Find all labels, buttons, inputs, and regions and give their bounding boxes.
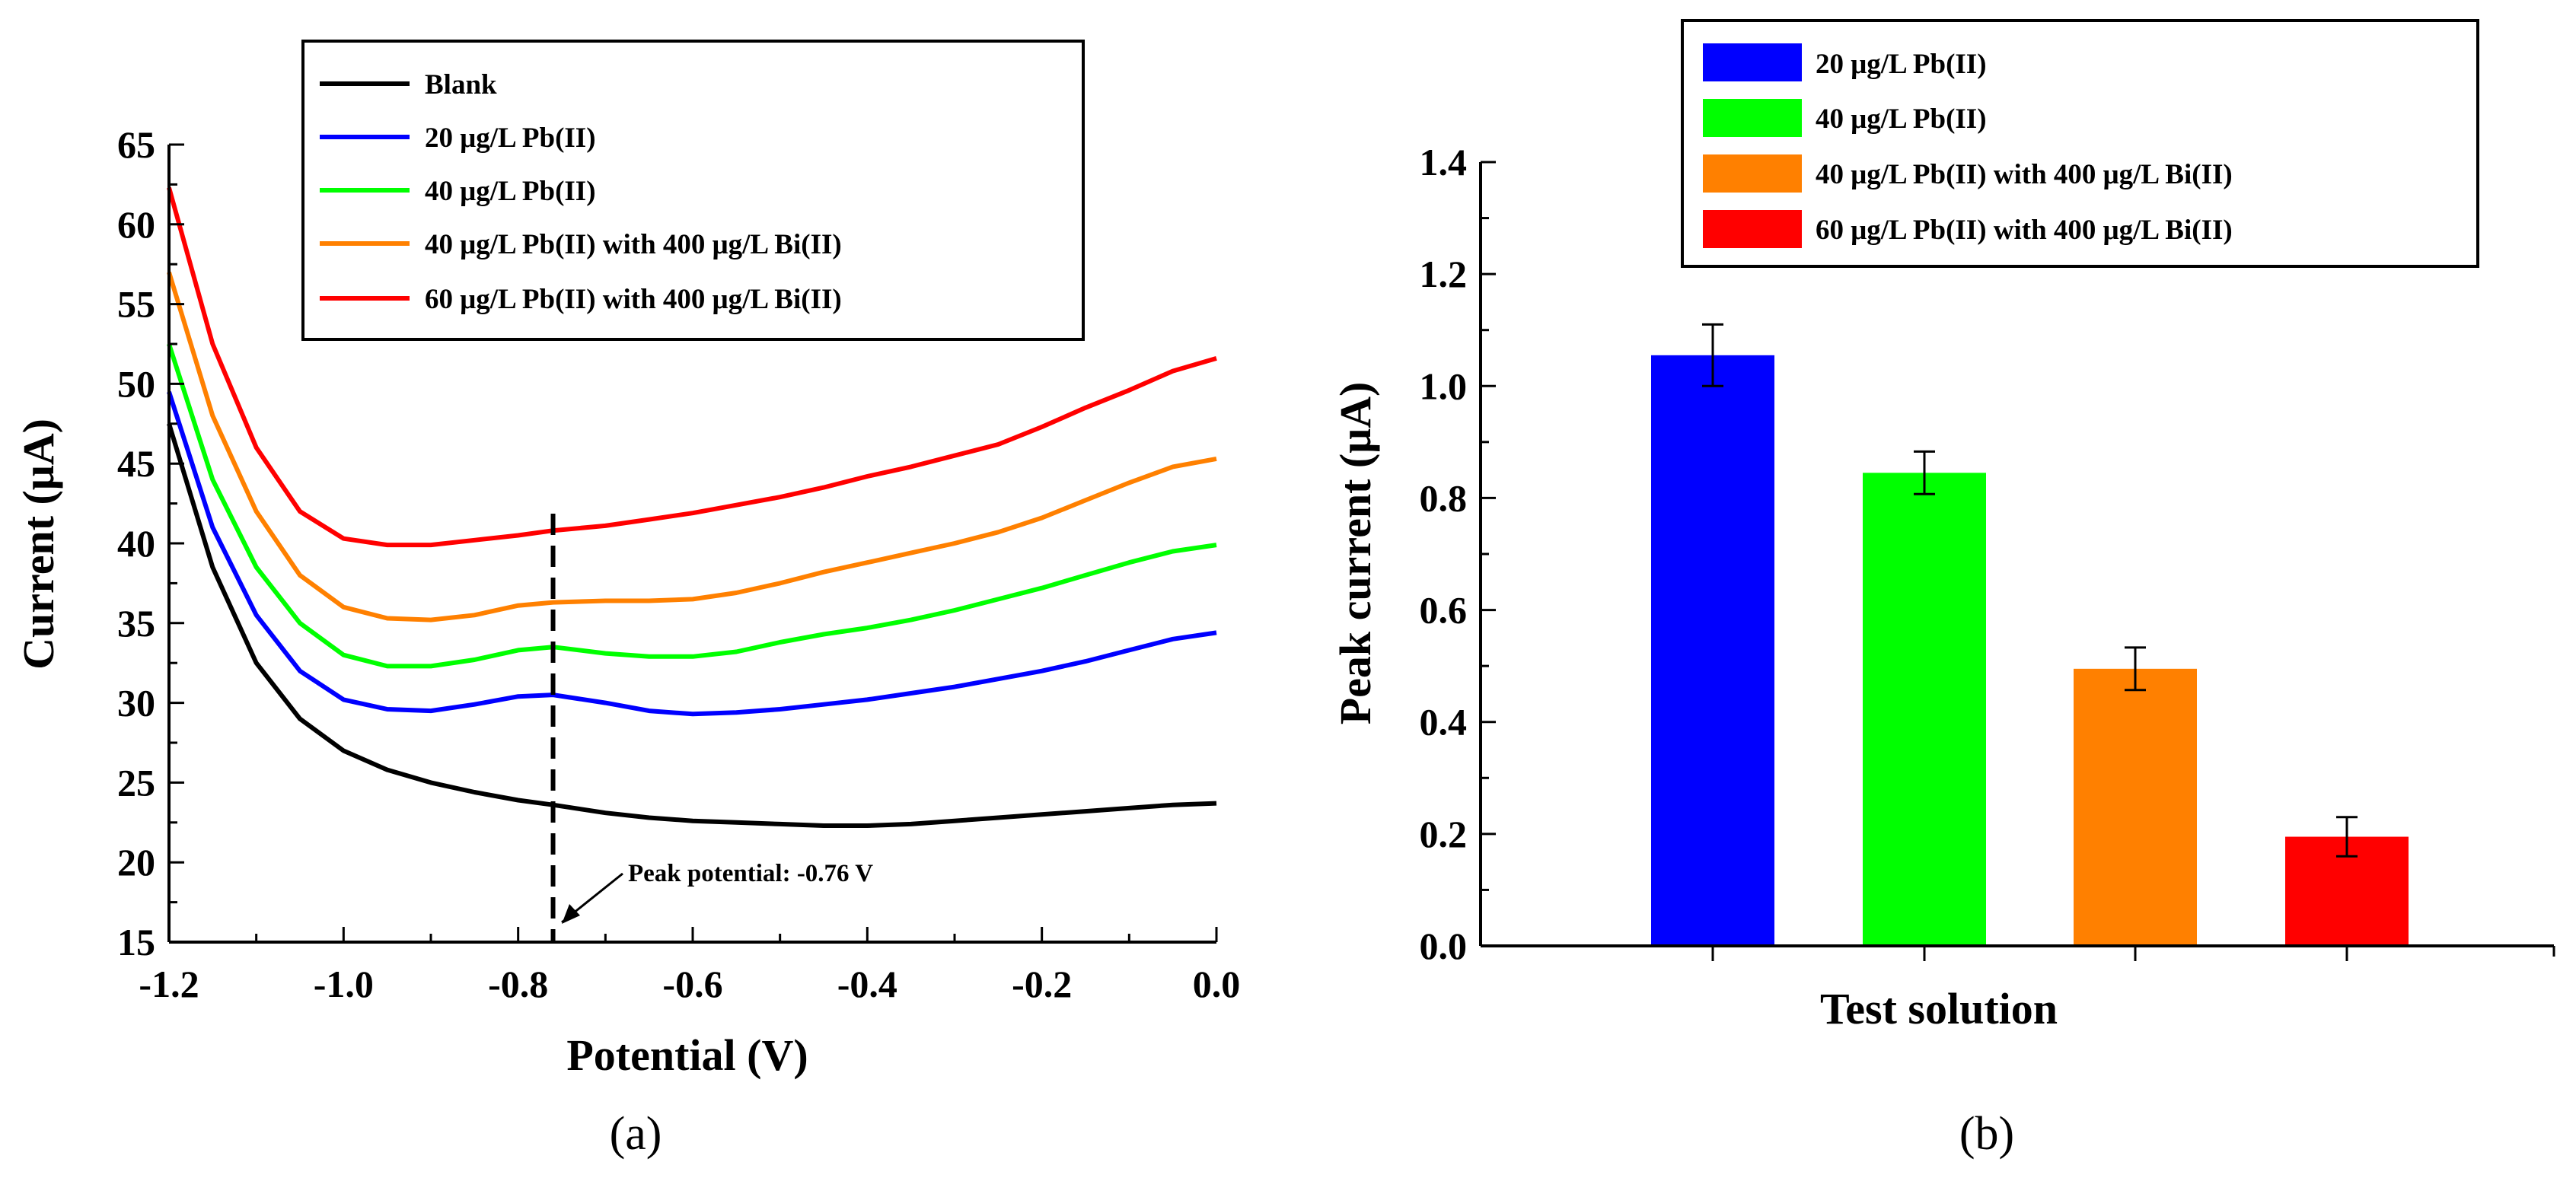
chart-a-series-line-0 bbox=[167, 422, 1217, 828]
chart-a-y-tick-label: 40 bbox=[117, 522, 155, 565]
chart-b-bar bbox=[1651, 355, 1774, 947]
chart-a-axes bbox=[167, 143, 1218, 944]
chart-b-legend-label: 40 μg/L Pb(II) with 400 μg/L Bi(II) bbox=[1816, 159, 2233, 190]
chart-b: 0.0 0.2 0.4 0.6 0.8 1.0 1.2 1.4 Test solution P… bbox=[1331, 19, 2555, 1160]
chart-a-x-tick-label: 0.0 bbox=[1193, 963, 1241, 1005]
chart-b-legend-label: 60 μg/L Pb(II) with 400 μg/L Bi(II) bbox=[1816, 215, 2233, 246]
chart-b-y-tick-label: 1.2 bbox=[1420, 253, 1468, 295]
chart-a-y-axis-title: Current (μA) bbox=[14, 419, 63, 670]
chart-a-legend-item: 40 μg/L Pb(II) bbox=[320, 176, 596, 207]
chart-b-y-tick-label: 1.0 bbox=[1420, 365, 1468, 407]
chart-a-y-tick-label: 20 bbox=[117, 841, 155, 883]
chart-a-legend-label: Blank bbox=[425, 69, 497, 100]
chart-a-legend-item: Blank bbox=[320, 69, 497, 100]
chart-a-legend-label: 40 μg/L Pb(II) bbox=[425, 176, 596, 207]
chart-a-series-line-4 bbox=[167, 186, 1217, 548]
chart-b-y-tick-label: 0.2 bbox=[1420, 813, 1468, 855]
chart-b-legend: 20 μg/L Pb(II) 40 μg/L Pb(II) 40 μg/L Pb… bbox=[1681, 19, 2479, 268]
chart-b-legend-item: 40 μg/L Pb(II) with 400 μg/L Bi(II) bbox=[1703, 154, 2233, 193]
chart-a-panel-label: (a) bbox=[610, 1108, 662, 1160]
chart-a: -1.2 -1.0 -0.8 -0.6 -0.4 -0.2 0.0 15 20 25 30 35 40… bbox=[14, 40, 1240, 1160]
chart-a-x-tick-label: -0.2 bbox=[1012, 963, 1072, 1005]
chart-a-legend-item: 60 μg/L Pb(II) with 400 μg/L Bi(II) bbox=[320, 284, 842, 315]
chart-a-x-tick-label: -1.0 bbox=[314, 963, 374, 1005]
chart-b-bars-group bbox=[1651, 323, 2409, 947]
chart-a-legend-item: 40 μg/L Pb(II) with 400 μg/L Bi(II) bbox=[320, 229, 842, 260]
chart-a-legend-item: 20 μg/L Pb(II) bbox=[320, 123, 596, 154]
chart-a-y-tick-label: 60 bbox=[117, 203, 155, 246]
chart-b-panel-label: (b) bbox=[1959, 1108, 2014, 1160]
chart-a-y-tick-label: 45 bbox=[117, 442, 155, 485]
chart-b-legend-item: 60 μg/L Pb(II) with 400 μg/L Bi(II) bbox=[1703, 210, 2233, 248]
chart-a-legend-label: 20 μg/L Pb(II) bbox=[425, 123, 596, 154]
chart-b-bar bbox=[1863, 473, 1986, 946]
chart-a-y-tick-label: 65 bbox=[117, 123, 155, 166]
chart-a-series-line-2 bbox=[167, 343, 1217, 669]
chart-b-legend-item: 20 μg/L Pb(II) bbox=[1703, 43, 1987, 81]
chart-b-x-axis-title: Test solution bbox=[1820, 984, 2058, 1033]
chart-a-x-axis-title: Potential (V) bbox=[566, 1030, 808, 1080]
chart-a-series-line-1 bbox=[167, 390, 1217, 717]
chart-a-x-tick-label: -1.2 bbox=[139, 963, 199, 1005]
chart-a-y-tick-label: 30 bbox=[117, 682, 155, 724]
chart-a-legend-label: 40 μg/L Pb(II) with 400 μg/L Bi(II) bbox=[425, 229, 842, 260]
chart-b-y-tick-label: 1.4 bbox=[1420, 141, 1468, 183]
chart-a-x-tick-labels: -1.2 -1.0 -0.8 -0.6 -0.4 -0.2 0.0 bbox=[139, 963, 1240, 1005]
chart-b-legend-label: 40 μg/L Pb(II) bbox=[1816, 103, 1987, 135]
chart-a-legend: Blank 20 μg/L Pb(II) 40 μg/L Pb(II) 40 μ… bbox=[301, 40, 1085, 341]
chart-a-legend-box bbox=[301, 40, 1085, 341]
chart-b-y-tick-labels: 0.0 0.2 0.4 0.6 0.8 1.0 1.2 1.4 bbox=[1420, 141, 1468, 967]
chart-b-axes bbox=[1479, 161, 2555, 961]
chart-a-peak-annotation: Peak potential: -0.76 V bbox=[561, 860, 873, 924]
chart-b-y-axis-title: Peak current (μA) bbox=[1331, 382, 1380, 725]
chart-b-legend-label: 20 μg/L Pb(II) bbox=[1816, 49, 1987, 80]
chart-a-legend-label: 60 μg/L Pb(II) with 400 μg/L Bi(II) bbox=[425, 284, 842, 315]
chart-a-y-tick-label: 15 bbox=[117, 921, 155, 963]
chart-a-y-tick-label: 50 bbox=[117, 362, 155, 405]
chart-a-x-tick-label: -0.6 bbox=[662, 963, 722, 1005]
chart-a-annotation-text: Peak potential: -0.76 V bbox=[628, 860, 873, 887]
chart-b-legend-box bbox=[1681, 19, 2479, 268]
chart-a-annotation-arrow-head bbox=[562, 904, 580, 924]
chart-b-y-tick-label: 0.0 bbox=[1420, 925, 1468, 967]
chart-a-y-tick-label: 25 bbox=[117, 761, 155, 804]
chart-b-legend-item: 40 μg/L Pb(II) bbox=[1703, 99, 1987, 137]
chart-a-x-tick-label: -0.8 bbox=[488, 963, 548, 1005]
chart-b-y-tick-label: 0.8 bbox=[1420, 476, 1468, 519]
chart-b-legend-swatch bbox=[1703, 99, 1802, 137]
chart-b-bar bbox=[2074, 668, 2197, 946]
chart-b-y-tick-label: 0.4 bbox=[1420, 701, 1468, 743]
chart-b-legend-swatch bbox=[1703, 154, 1802, 193]
chart-b-legend-swatch bbox=[1703, 43, 1802, 81]
chart-a-y-tick-label: 35 bbox=[117, 602, 155, 645]
chart-a-y-tick-labels: 15 20 25 30 35 40 45 50 55 60 65 bbox=[117, 123, 155, 963]
chart-b-legend-swatch bbox=[1703, 210, 1802, 248]
chart-a-y-tick-label: 55 bbox=[117, 283, 155, 326]
chart-a-x-tick-label: -0.4 bbox=[837, 963, 897, 1005]
chart-a-series-group bbox=[167, 186, 1217, 828]
chart-b-y-tick-label: 0.6 bbox=[1420, 589, 1468, 632]
chart-a-series-line-3 bbox=[167, 271, 1217, 622]
